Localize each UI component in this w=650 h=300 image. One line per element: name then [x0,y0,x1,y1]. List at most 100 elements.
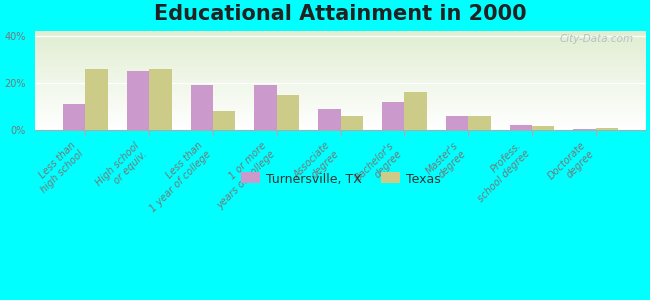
Bar [35,125,646,126]
Bar [35,58,646,59]
Bar [35,86,646,87]
Bar [35,57,646,58]
Bar [35,106,646,107]
Bar [35,72,646,73]
Bar [35,129,646,130]
Bar [35,81,646,82]
Bar [35,52,646,53]
Bar [35,74,646,75]
Bar [35,104,646,105]
Bar [35,36,646,37]
Bar [35,54,646,55]
Bar [35,121,646,122]
Bar [35,96,646,97]
Bar [404,92,426,130]
Bar [35,67,646,68]
Bar [35,65,646,66]
Bar [35,111,646,112]
Bar [35,120,646,121]
Bar [35,31,646,32]
Bar [35,101,646,102]
Bar [35,95,646,96]
Bar [573,129,596,130]
Bar [35,62,646,63]
Bar [35,41,646,42]
Bar [35,33,646,34]
Bar [382,102,404,130]
Bar [35,122,646,123]
Bar [510,125,532,130]
Bar [35,100,646,101]
Bar [35,80,646,81]
Bar [35,92,646,93]
Bar [35,105,646,106]
Bar [35,32,646,33]
Bar [35,103,646,104]
Bar [35,64,646,65]
Bar [63,104,85,130]
Bar [35,128,646,129]
Bar [35,90,646,91]
Bar [35,116,646,117]
Bar [35,83,646,84]
Bar [35,119,646,120]
Bar [35,79,646,80]
Bar [127,71,150,130]
Bar [85,69,108,130]
Bar [255,85,277,130]
Bar [35,42,646,43]
Bar [35,93,646,94]
Bar [35,48,646,49]
Bar [35,34,646,35]
Bar [35,98,646,99]
Bar [35,63,646,64]
Bar [35,87,646,88]
Bar [35,126,646,127]
Bar [35,82,646,83]
Bar [35,55,646,56]
Bar [35,47,646,48]
Bar [213,111,235,130]
Bar [35,40,646,41]
Bar [35,45,646,46]
Bar [35,49,646,50]
Bar [35,114,646,115]
Legend: Turnersville, TX, Texas: Turnersville, TX, Texas [236,168,445,191]
Bar [35,117,646,118]
Bar [446,116,468,130]
Bar [35,68,646,69]
Bar [35,53,646,54]
Bar [35,50,646,51]
Bar [35,107,646,108]
Bar [35,85,646,86]
Bar [35,108,646,109]
Bar [35,46,646,47]
Bar [35,102,646,103]
Bar [35,71,646,72]
Bar [35,75,646,76]
Bar [35,89,646,90]
Bar [35,35,646,36]
Bar [35,76,646,77]
Bar [532,127,554,130]
Bar [468,116,491,130]
Bar [35,38,646,39]
Bar [35,124,646,125]
Text: City-Data.com: City-Data.com [560,34,634,44]
Bar [150,69,172,130]
Bar [35,109,646,110]
Bar [35,69,646,70]
Bar [35,44,646,45]
Bar [35,97,646,98]
Bar [35,113,646,114]
Bar [35,123,646,124]
Bar [596,128,618,130]
Bar [35,115,646,116]
Bar [35,66,646,67]
Bar [190,85,213,130]
Bar [35,73,646,74]
Bar [35,39,646,40]
Bar [35,94,646,95]
Bar [35,60,646,61]
Bar [35,37,646,38]
